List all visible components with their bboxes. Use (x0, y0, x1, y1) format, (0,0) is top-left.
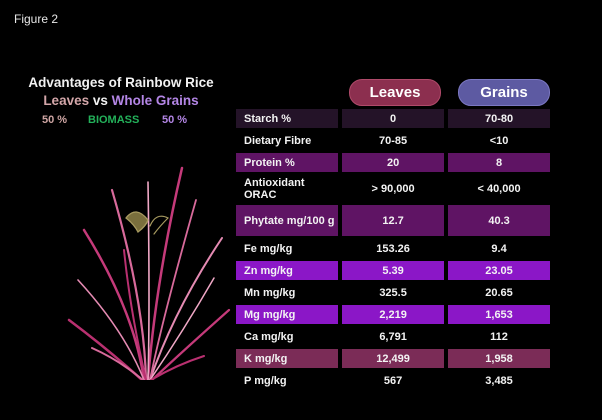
row-label: Zn mg/kg (236, 261, 339, 280)
page-title: Advantages of Rainbow Rice (28, 75, 214, 90)
row-label: Starch % (236, 109, 339, 128)
leaves-value: 0 (342, 109, 445, 128)
grains-value: 3,485 (485, 374, 513, 387)
grains-value: 70-80 (448, 109, 551, 128)
leaves-value: 2,219 (342, 305, 445, 324)
leaves-value: 325.5 (379, 286, 407, 299)
grains-value: 1,653 (448, 305, 551, 324)
table-row: Phytate mg/100 g 12.7 40.3 (236, 205, 551, 236)
table-row: Antioxidant ORAC > 90,000 < 40,000 (236, 174, 550, 203)
table-row: P mg/kg 567 3,485 (236, 370, 550, 391)
row-label: K mg/kg (236, 349, 339, 368)
grains-value: 1,958 (448, 349, 551, 368)
row-label: Protein % (236, 153, 339, 172)
biomass-left-percent: 50 % (42, 114, 68, 126)
leaves-value: 567 (383, 374, 403, 387)
table-row: Dietary Fibre 70-85 <10 (236, 130, 550, 151)
row-label: Mg mg/kg (236, 305, 339, 324)
row-label: Mn mg/kg (244, 286, 296, 299)
biomass-right-percent: 50 % (162, 114, 188, 126)
grains-value: 40.3 (448, 205, 551, 236)
table-row: Starch % 0 70-80 (236, 109, 551, 128)
table-row: Zn mg/kg 5.39 23.05 (236, 261, 551, 280)
leaves-value: 20 (342, 153, 445, 172)
grains-value: 9.4 (491, 242, 507, 255)
table-row: Fe mg/kg 153.26 9.4 (236, 238, 550, 259)
leaves-value: 153.26 (376, 242, 410, 255)
row-label: Antioxidant ORAC (244, 176, 305, 201)
subtitle-grains: Whole Grains (111, 93, 199, 108)
rice-plant-illustration (67, 166, 231, 380)
biomass-label: BIOMASS (88, 114, 140, 126)
grains-value: 8 (448, 153, 551, 172)
row-label: Phytate mg/100 g (236, 205, 339, 236)
table-row: Mg mg/kg 2,219 1,653 (236, 305, 551, 324)
leaves-value: 12,499 (342, 349, 445, 368)
page-subtitle: Leaves vs Whole Grains (16, 93, 226, 108)
table-row: Mn mg/kg 325.5 20.65 (236, 282, 550, 303)
subtitle-vs: vs (92, 93, 108, 108)
grains-value: <10 (489, 134, 509, 147)
grains-value: 20.65 (485, 286, 513, 299)
leaves-value: 12.7 (342, 205, 445, 236)
grains-value: 112 (490, 330, 508, 343)
grains-value: < 40,000 (477, 182, 521, 195)
nutrient-table: Starch % 0 70-80 Dietary Fibre 70-85 <10 Prote… (236, 109, 551, 393)
row-label: Dietary Fibre (244, 134, 312, 147)
subtitle-leaves: Leaves (43, 93, 90, 108)
table-row: Ca mg/kg 6,791 112 (236, 326, 550, 347)
row-label: Fe mg/kg (244, 242, 293, 255)
leaves-value: 70-85 (379, 134, 408, 147)
table-row: Protein % 20 8 (236, 153, 551, 172)
figure-label: Figure 2 (14, 12, 59, 26)
leaves-value: 5.39 (342, 261, 445, 280)
leaves-value: > 90,000 (371, 182, 415, 195)
leaves-value: 6,791 (379, 330, 407, 343)
row-label: Ca mg/kg (244, 330, 294, 343)
grains-value: 23.05 (448, 261, 551, 280)
table-row: K mg/kg 12,499 1,958 (236, 349, 551, 368)
column-header-leaves: Leaves (349, 79, 441, 106)
column-header-grains: Grains (458, 79, 550, 106)
row-label: P mg/kg (244, 374, 287, 387)
